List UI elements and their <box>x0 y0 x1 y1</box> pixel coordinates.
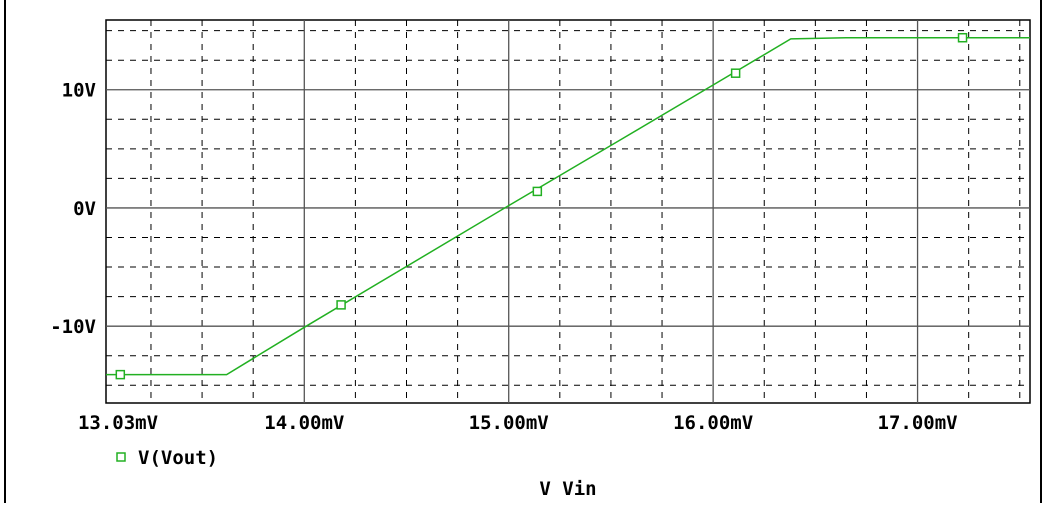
x-axis-label: V Vin <box>539 478 596 500</box>
series-marker-square <box>115 369 126 380</box>
x-tick-label: 17.00mV <box>878 412 958 434</box>
y-tick-label: -10V <box>50 316 96 338</box>
series-marker-square <box>532 186 543 197</box>
series-marker-square <box>957 32 968 43</box>
legend: V(Vout) <box>116 447 218 469</box>
legend-marker-square <box>116 452 126 462</box>
x-tick-label: 13.03mV <box>78 412 158 434</box>
series-layer <box>106 32 1030 380</box>
grid <box>106 20 1030 403</box>
legend-label: V(Vout) <box>138 447 218 469</box>
series-line-vout <box>106 36 1030 376</box>
y-tick-label: 10V <box>62 80 96 102</box>
series-marker-square <box>336 300 346 310</box>
y-tick-label: 0V <box>73 198 96 220</box>
chart-frame <box>4 0 1042 503</box>
x-tick-label: 15.00mV <box>469 412 549 434</box>
plot-area <box>105 19 1031 404</box>
series-marker-square <box>730 68 741 78</box>
axis-ticks: 13.03mV 14.00mV 15.00mV 16.00mV 17.00mV 10V 0V… <box>50 80 957 434</box>
x-tick-label: 16.00mV <box>673 412 753 434</box>
x-tick-label: 14.00mV <box>264 412 344 434</box>
